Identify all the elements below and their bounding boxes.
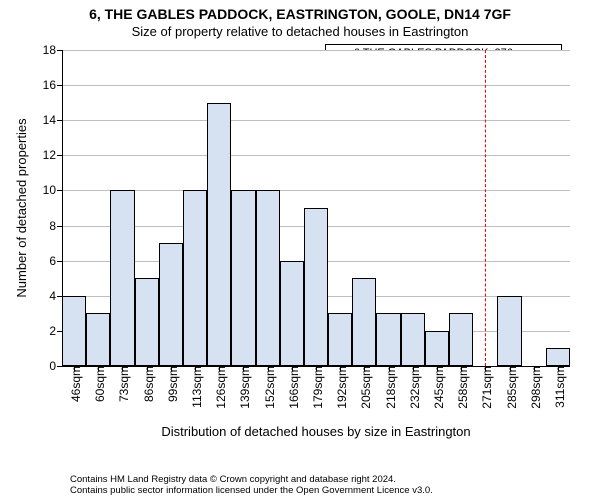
x-tick-label: 271sqm: [476, 366, 494, 409]
histogram-bar: [328, 313, 352, 366]
x-tick-label: 73sqm: [113, 366, 131, 402]
gridline: [62, 120, 570, 121]
x-tick-label: 139sqm: [234, 366, 252, 409]
histogram-bar: [256, 190, 280, 366]
histogram-bar: [449, 313, 473, 366]
x-tick-label: 46sqm: [65, 366, 83, 402]
histogram-bar: [497, 296, 521, 366]
x-tick-label: 285sqm: [501, 366, 519, 409]
x-tick-label: 232sqm: [404, 366, 422, 409]
x-axis-label: Distribution of detached houses by size …: [62, 424, 570, 439]
property-marker-line: [485, 50, 486, 366]
x-tick-label: 205sqm: [355, 366, 373, 409]
x-tick-label: 298sqm: [525, 366, 543, 409]
x-tick-label: 113sqm: [186, 366, 204, 408]
histogram-bar: [280, 261, 304, 366]
x-tick-label: 311sqm: [549, 366, 567, 408]
x-tick-label: 126sqm: [210, 366, 228, 409]
x-tick-label: 152sqm: [259, 366, 277, 409]
y-axis-line: [62, 50, 63, 366]
footer-line-1: Contains HM Land Registry data © Crown c…: [70, 474, 433, 485]
x-axis-line: [62, 366, 570, 367]
x-tick-label: 179sqm: [307, 366, 325, 409]
histogram-bar: [352, 278, 376, 366]
gridline: [62, 85, 570, 86]
histogram-bar: [401, 313, 425, 366]
histogram-bar: [207, 103, 231, 366]
histogram-bar: [62, 296, 86, 366]
x-tick-label: 60sqm: [89, 366, 107, 402]
plot-area: 02468101214161846sqm60sqm73sqm86sqm99sqm…: [62, 50, 570, 366]
histogram-bar: [546, 348, 570, 366]
histogram-bar: [425, 331, 449, 366]
x-tick-label: 86sqm: [138, 366, 156, 402]
chart-title: 6, THE GABLES PADDOCK, EASTRINGTON, GOOL…: [0, 6, 600, 22]
gridline: [62, 50, 570, 51]
gridline: [62, 155, 570, 156]
histogram-bar: [159, 243, 183, 366]
histogram-bar: [304, 208, 328, 366]
y-axis-label: Number of detached properties: [14, 50, 29, 366]
histogram-bar: [376, 313, 400, 366]
gridline: [62, 190, 570, 191]
x-tick-label: 192sqm: [331, 366, 349, 409]
histogram-bar: [231, 190, 255, 366]
footer: Contains HM Land Registry data © Crown c…: [70, 474, 433, 496]
chart-subtitle: Size of property relative to detached ho…: [0, 24, 600, 39]
footer-line-2: Contains public sector information licen…: [70, 485, 433, 496]
histogram-bar: [135, 278, 159, 366]
x-tick-label: 245sqm: [428, 366, 446, 409]
x-tick-label: 218sqm: [380, 366, 398, 409]
histogram-bar: [110, 190, 134, 366]
x-tick-label: 99sqm: [162, 366, 180, 402]
x-tick-label: 166sqm: [283, 366, 301, 409]
histogram-bar: [183, 190, 207, 366]
x-tick-label: 258sqm: [452, 366, 470, 409]
histogram-bar: [86, 313, 110, 366]
